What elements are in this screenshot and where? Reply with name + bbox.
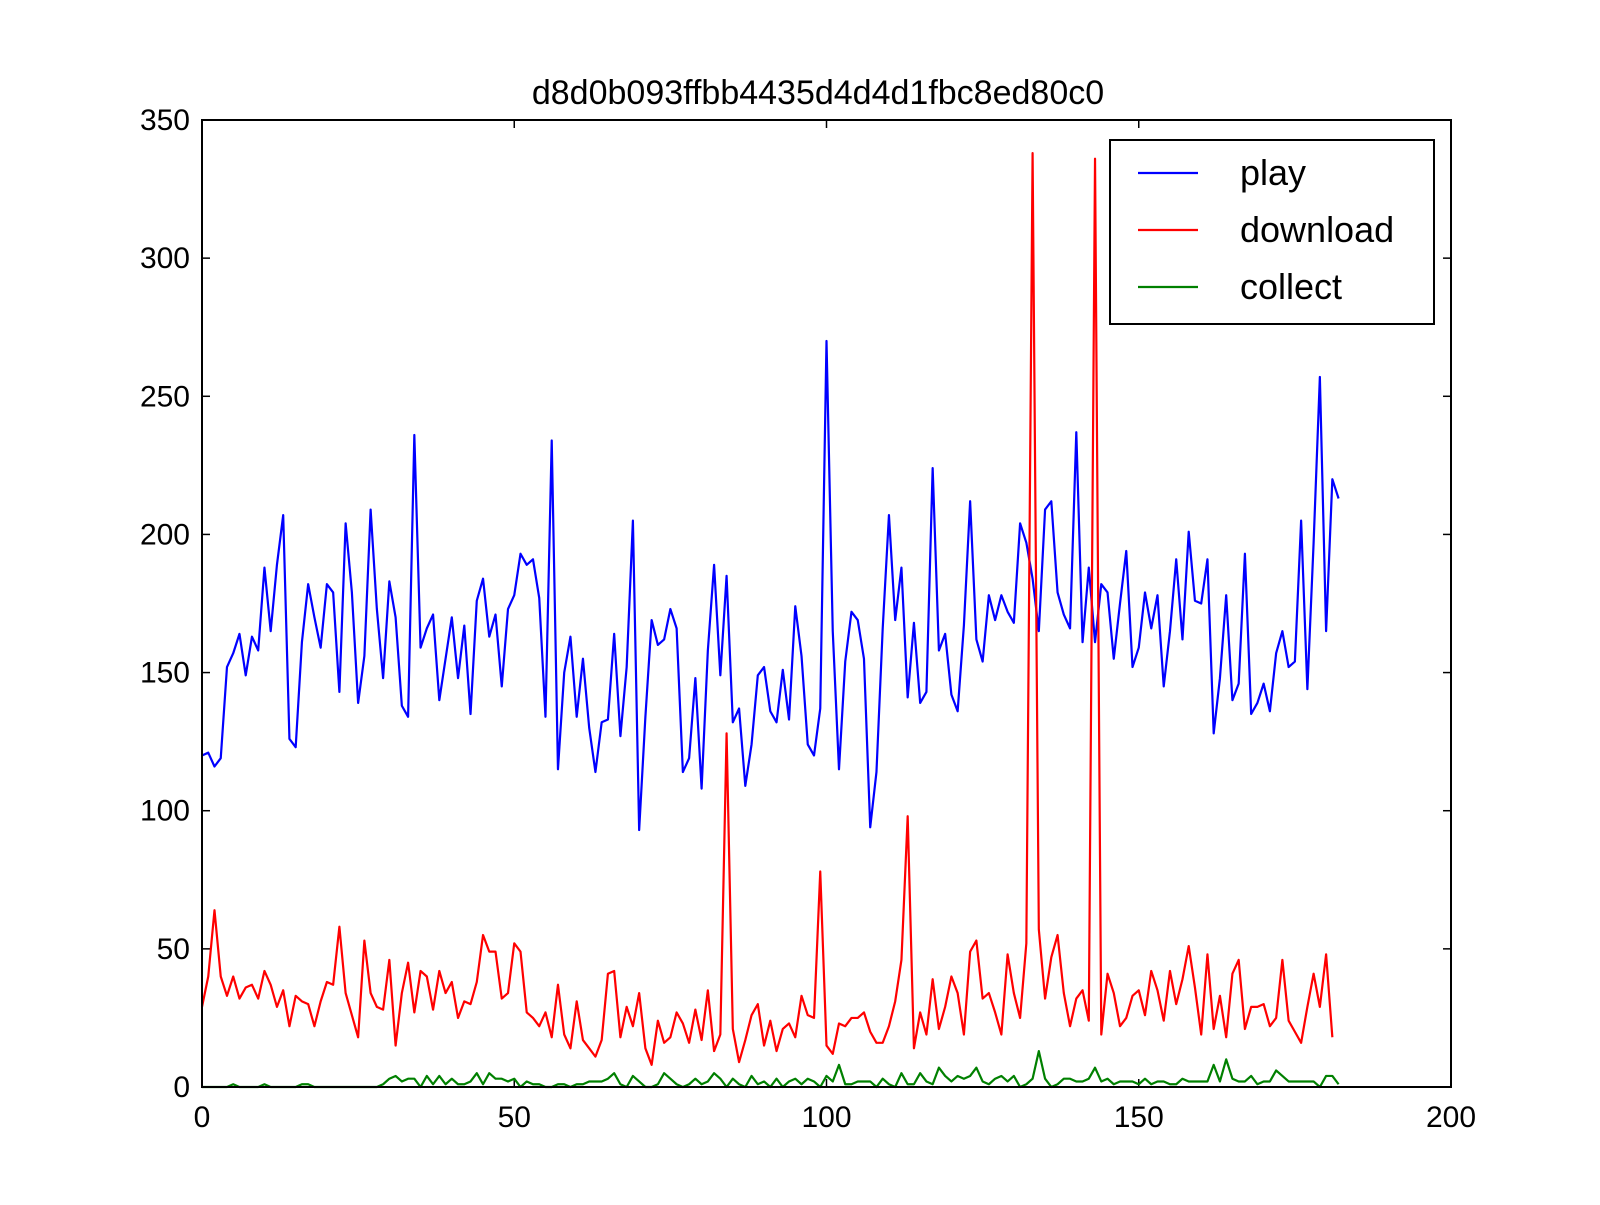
x-tick-label: 200	[1426, 1101, 1476, 1134]
legend-box	[1109, 139, 1435, 325]
y-axis: 0 50 100 150 200 250 300 350	[140, 104, 1451, 1104]
legend-label-collect: collect	[1240, 266, 1342, 307]
y-tick-label: 250	[140, 380, 190, 413]
series-line-collect	[202, 1049, 1340, 1089]
x-axis: 0 50 100 150 200	[194, 120, 1476, 1134]
x-tick-label: 0	[194, 1101, 211, 1134]
plot-frame	[201, 119, 1452, 1088]
y-tick-label: 0	[173, 1071, 190, 1104]
y-tick-label: 200	[140, 518, 190, 551]
x-tick-label: 150	[1114, 1101, 1164, 1134]
series-line-play	[201, 339, 1340, 832]
legend: play download collect	[1109, 139, 1435, 325]
series-line-download	[200, 152, 1334, 1067]
y-tick-label: 100	[140, 795, 190, 828]
x-tick-label: 50	[498, 1101, 531, 1134]
y-tick-label: 50	[157, 933, 190, 966]
x-tick-label: 100	[801, 1101, 851, 1134]
legend-label-play: play	[1240, 152, 1306, 193]
y-tick-label: 300	[140, 242, 190, 275]
legend-label-download: download	[1240, 209, 1394, 250]
y-tick-label: 150	[140, 657, 190, 690]
chart-title: d8d0b093ffbb4435d4d4d1fbc8ed80c0	[532, 74, 1104, 112]
y-tick-label: 350	[140, 104, 190, 137]
